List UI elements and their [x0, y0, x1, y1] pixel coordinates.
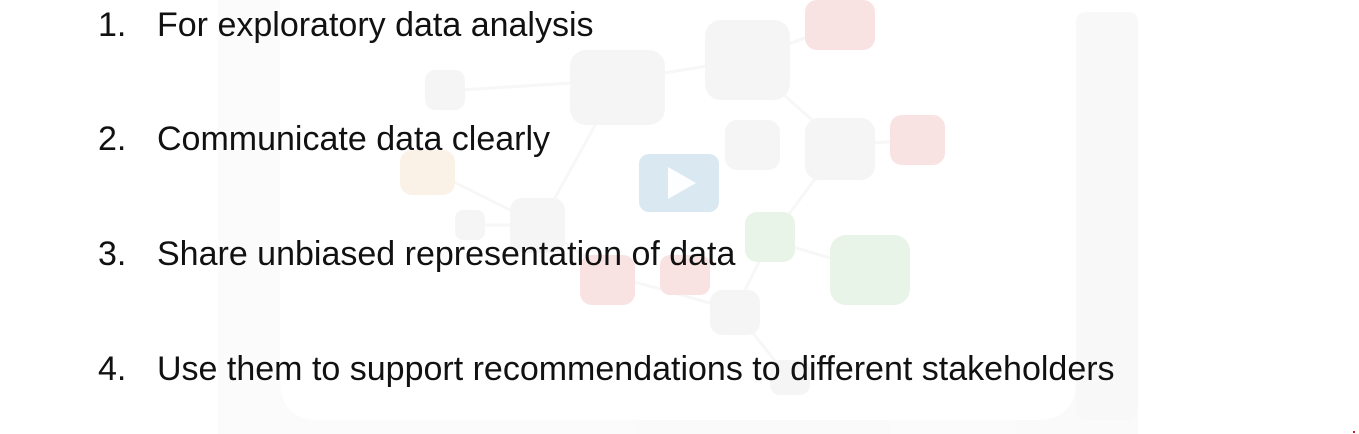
list-item-text: Use them to support recommendations to d… — [157, 349, 1115, 388]
corner-marker — [1353, 431, 1355, 433]
list-item-text: Share unbiased representation of data — [157, 234, 736, 273]
list-item: 4. Use them to support recommendations t… — [98, 346, 1115, 392]
list-item-number: 1. — [98, 5, 127, 44]
list-item-number: 2. — [98, 119, 127, 158]
list-item-number: 3. — [98, 234, 127, 273]
play-icon — [668, 167, 696, 199]
list-item: 1. For exploratory data analysis — [98, 2, 594, 48]
list-item-text: Communicate data clearly — [157, 119, 551, 158]
video-play-button[interactable] — [639, 154, 719, 212]
list-item-text: For exploratory data analysis — [157, 5, 594, 44]
list-item: 2. Communicate data clearly — [98, 116, 550, 162]
list-item-number: 4. — [98, 349, 127, 388]
list-item: 3. Share unbiased representation of data — [98, 231, 735, 277]
